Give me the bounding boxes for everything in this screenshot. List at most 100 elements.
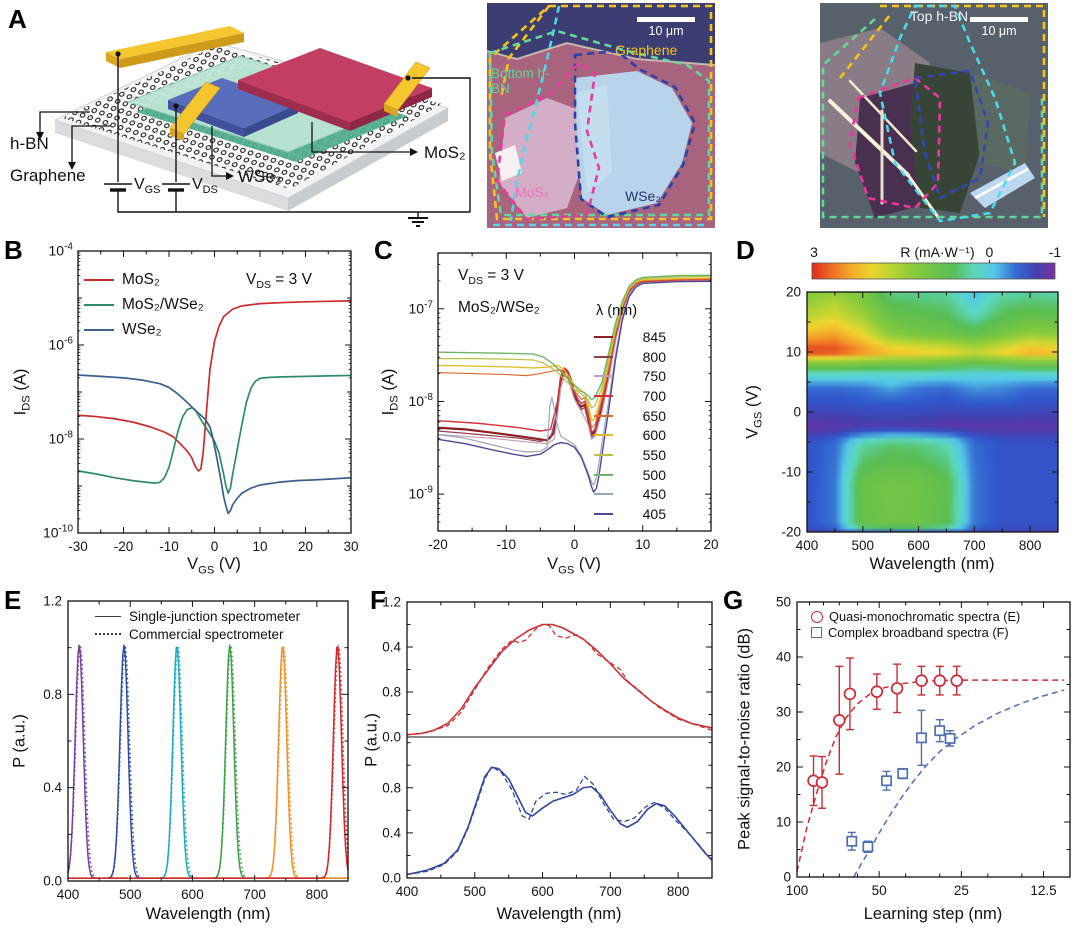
- mos2-label: MoS₂: [424, 143, 466, 162]
- svg-text:10: 10: [776, 815, 791, 830]
- panel-label-f: F: [370, 585, 386, 615]
- svg-text:800: 800: [1019, 538, 1042, 553]
- gate-electrode-front: [120, 33, 244, 68]
- panel-g: G 100 50 25 12.5 0 10 20 30 40 50 Quasi-monochrom…: [723, 585, 1080, 943]
- legend-item: 845: [594, 327, 666, 347]
- svg-text:0: 0: [211, 539, 219, 554]
- svg-text:-1: -1: [1049, 244, 1062, 260]
- line-swatch-icon: [594, 453, 613, 456]
- m2-bottom-hbn-outline: [821, 18, 1044, 219]
- legend-item: Single-junction spectrometer: [95, 608, 300, 626]
- graphene-label: Graphene: [10, 166, 86, 185]
- battery-symbols: [104, 183, 190, 192]
- legend-item: 550: [594, 445, 666, 465]
- svg-text:0.8: 0.8: [382, 685, 401, 700]
- legend-item: 405: [594, 504, 666, 524]
- legend-label: MoS₂: [122, 270, 160, 288]
- legend-label: 700: [642, 387, 666, 404]
- panel-c-annotation-vds: VDS = 3 V: [458, 267, 524, 288]
- svg-text:50: 50: [776, 595, 791, 610]
- panel-c-annotation-material: MoS₂/WSe₂: [458, 299, 540, 316]
- arrowheads: [36, 132, 418, 180]
- circle-marker-icon: [811, 610, 823, 623]
- panel-a: A: [0, 0, 485, 233]
- svg-text:0.4: 0.4: [382, 640, 401, 655]
- device-schematic: [36, 26, 471, 227]
- panel-d: D 400 500 600 700 800 20 10 0 -10 -20 3 R (mA·W⁻¹) 0…: [730, 235, 1080, 585]
- panel-d-ylabel: VGS (V): [743, 385, 765, 439]
- m1-graphene-label: Graphene: [615, 42, 678, 58]
- ground-icon: [408, 217, 428, 227]
- panel-e-xlabel: Wavelength (nm): [145, 905, 271, 923]
- line-swatch-icon: [594, 375, 613, 378]
- m1-top-hbn-outline: [509, 5, 561, 222]
- svg-text:50: 50: [872, 883, 887, 898]
- m1-graphene-outline: [488, 4, 713, 221]
- panel-e: E 400 500 600 700 800 0.0 0.4 0.8 1.2 Single-jun…: [0, 585, 368, 943]
- svg-text:10-10: 10-10: [43, 524, 73, 541]
- panel-e-ylabel: P (a.u.): [10, 714, 29, 768]
- svg-text:-20: -20: [114, 539, 134, 554]
- legend-label: 405: [642, 506, 666, 523]
- panel-g-plot: 100 50 25 12.5 0 10 20 30 40 50: [776, 595, 1071, 898]
- photoresponse-curves-chart: -20 -10 0 10 20 10-9 10-8 10-7: [409, 252, 719, 552]
- legend-label: 845: [642, 328, 666, 345]
- m2-wse2-outline: [913, 69, 990, 200]
- line-swatch-icon: [594, 355, 613, 358]
- hbn-label: h-BN: [10, 134, 49, 153]
- legend-label: 750: [642, 368, 666, 385]
- legend-label: MoS₂/WSe₂: [122, 295, 204, 313]
- panel-c-legend: 845 800 750 700 650 600 550 500 450 405: [594, 327, 666, 524]
- panel-b-xlabel: VGS (V): [187, 555, 241, 577]
- svg-text:600: 600: [181, 887, 204, 902]
- svg-text:10-4: 10-4: [49, 242, 74, 259]
- legend-label: 550: [642, 446, 666, 463]
- line-swatch-icon: [594, 394, 613, 397]
- micrograph-bottom-stack: 10 μm Graphene Bottom h-BN MoS₂ WSe₂: [486, 3, 716, 228]
- svg-text:-10: -10: [496, 537, 516, 552]
- legend-label: Single-junction spectrometer: [129, 609, 301, 625]
- svg-text:0: 0: [783, 870, 791, 885]
- label-arrows: [39, 111, 410, 177]
- panel-label-c: C: [374, 235, 393, 265]
- panel-g-legend: Quasi-monochromatic spectra (E) Complex b…: [811, 609, 1020, 641]
- panel-b-legend: MoS₂ MoS₂/WSe₂ WSe₂: [84, 267, 204, 342]
- m1-mos2-outline: [495, 61, 601, 221]
- svg-text:800: 800: [667, 884, 690, 899]
- svg-text:700: 700: [963, 538, 986, 553]
- vds-label: VDS: [192, 176, 218, 197]
- legend-item: WSe₂: [84, 317, 204, 342]
- svg-text:20: 20: [776, 760, 791, 775]
- svg-text:40: 40: [776, 650, 791, 665]
- svg-text:400: 400: [396, 884, 419, 899]
- line-swatch-icon: [594, 513, 613, 516]
- transfer-curves-chart: -30 -20 -10 0 10 20 30 10-10 10-8 10-6 10-4: [43, 242, 359, 555]
- gate-electrode: [106, 26, 244, 59]
- legend-label: 800: [642, 348, 666, 365]
- svg-text:0: 0: [985, 244, 993, 260]
- panel-label-e: E: [4, 585, 22, 615]
- m2-scale-bar: [970, 17, 1028, 22]
- panel-b-annotation: VDS = 3 V: [246, 271, 312, 292]
- legend-item: 450: [594, 485, 666, 505]
- legend-item: Complex broadband spectra (F): [811, 625, 1020, 641]
- snr-learning-step-chart: 100 50 25 12.5 0 10 20 30 40 50: [776, 595, 1071, 898]
- legend-label: 500: [642, 466, 666, 483]
- wse2-electrode: [169, 81, 221, 135]
- svg-text:0.4: 0.4: [43, 780, 62, 795]
- m2-top-hbn-outline: [878, 4, 1017, 223]
- line-swatch-icon: [95, 633, 121, 636]
- micrograph-2-image: [820, 3, 1048, 228]
- svg-text:0: 0: [571, 537, 579, 552]
- legend-item: 800: [594, 347, 666, 367]
- legend-label: Quasi-monochromatic spectra (E): [829, 609, 1021, 625]
- panel-label-g: G: [723, 585, 744, 615]
- circuit-wires: [117, 54, 471, 218]
- panel-b: B -30 -20 -10 0 10 20 30 10-10 10-8 10-6 10-4 MoS₂…: [0, 235, 368, 585]
- svg-text:1.2: 1.2: [43, 594, 62, 609]
- line-swatch-icon: [594, 335, 613, 338]
- svg-text:25: 25: [954, 883, 969, 898]
- legend-label: Commercial spectrometer: [129, 626, 284, 642]
- svg-text:0.0: 0.0: [382, 871, 401, 886]
